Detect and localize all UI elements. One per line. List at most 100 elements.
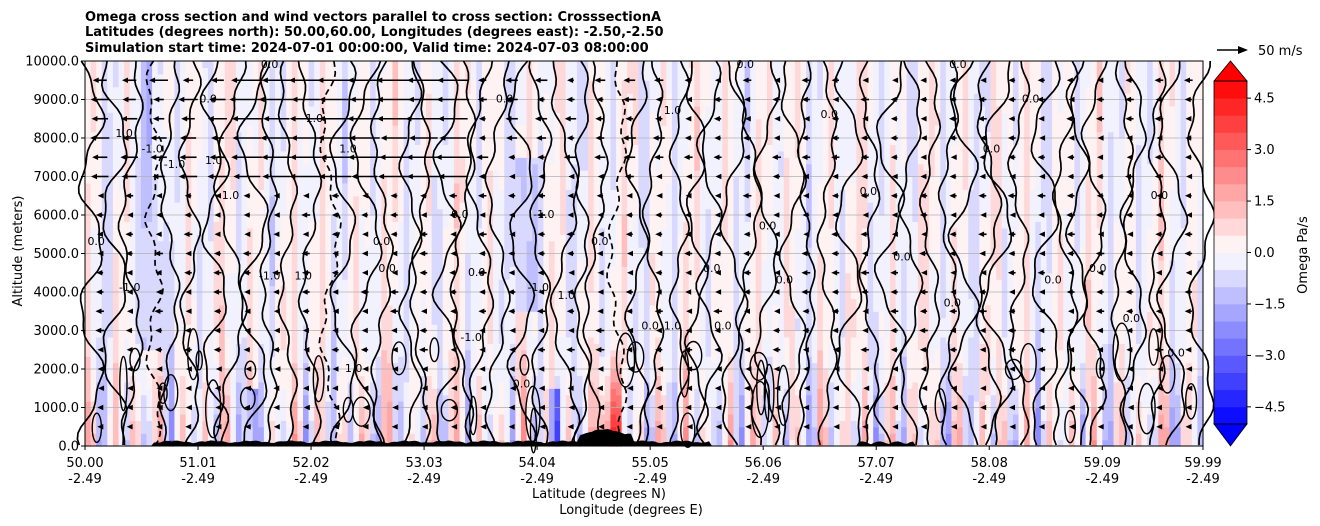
omega-cell [375, 394, 382, 402]
omega-cell [202, 240, 209, 248]
omega-cell [319, 253, 326, 261]
omega-cell [459, 144, 466, 152]
omega-cell [381, 118, 388, 126]
omega-cell [124, 292, 131, 300]
omega-cell [336, 176, 343, 184]
omega-cell [174, 112, 181, 120]
omega-cell [291, 125, 299, 133]
omega-cell [280, 73, 287, 81]
omega-cell [420, 163, 427, 171]
omega-cell [224, 118, 231, 126]
omega-cell [347, 285, 354, 293]
omega-cell [409, 420, 416, 428]
omega-cell [476, 292, 483, 300]
omega-cell [247, 208, 254, 216]
omega-cell [521, 240, 528, 248]
omega-cell [470, 420, 477, 428]
omega-cell [515, 240, 522, 248]
omega-cell [124, 202, 131, 210]
omega-cell [543, 86, 550, 94]
omega-cell [280, 80, 287, 88]
omega-cell [498, 298, 505, 306]
omega-cell [213, 381, 220, 389]
omega-cell [118, 138, 125, 146]
omega-cell [437, 80, 444, 88]
omega-cell [532, 401, 539, 409]
omega-cell [224, 362, 231, 370]
omega-cell [275, 240, 282, 248]
omega-cell [398, 401, 405, 409]
omega-cell [258, 420, 265, 428]
omega-cell [353, 182, 360, 190]
omega-cell [353, 99, 360, 107]
omega-cell [319, 292, 326, 300]
omega-cell [269, 259, 276, 267]
omega-cell [140, 298, 148, 306]
omega-cell [163, 413, 170, 421]
omega-cell [258, 285, 265, 293]
omega-cell [493, 336, 500, 344]
omega-cell [431, 163, 438, 171]
omega-cell [476, 163, 483, 171]
omega-cell [96, 150, 103, 158]
omega-cell [146, 362, 153, 370]
omega-cell [392, 195, 399, 203]
omega-cell [493, 227, 500, 235]
omega-cell [140, 292, 148, 300]
omega-cell [140, 407, 148, 415]
omega-cell [526, 195, 533, 203]
omega-cell [342, 234, 349, 242]
omega-cell [509, 80, 517, 88]
omega-cell [347, 202, 354, 210]
omega-cell [157, 433, 164, 441]
omega-cell [152, 67, 159, 75]
omega-cell [258, 279, 265, 287]
omega-cell [370, 215, 377, 223]
omega-cell [280, 99, 287, 107]
omega-cell [280, 407, 287, 415]
omega-cell [303, 195, 310, 203]
omega-cell [308, 182, 315, 190]
omega-cell [465, 215, 472, 223]
omega-cell [414, 150, 421, 158]
omega-cell [425, 157, 433, 165]
omega-cell [308, 311, 315, 319]
omega-cell [521, 182, 528, 190]
omega-cell [336, 394, 343, 402]
omega-cell [303, 304, 310, 312]
omega-cell [263, 259, 271, 267]
omega-cell [129, 73, 136, 81]
omega-cell [163, 189, 170, 197]
omega-cell [453, 176, 461, 184]
omega-cell [107, 311, 114, 319]
omega-cell [509, 381, 517, 389]
omega-cell [107, 317, 114, 325]
omega-cell [537, 240, 544, 248]
omega-cell [476, 266, 483, 274]
omega-cell [448, 298, 455, 306]
omega-cell [152, 356, 159, 364]
omega-cell [481, 362, 489, 370]
omega-cell [118, 73, 125, 81]
omega-cell [459, 362, 466, 370]
omega-cell [191, 381, 198, 389]
omega-cell [375, 80, 382, 88]
omega-cell [85, 266, 92, 274]
omega-cell [168, 381, 176, 389]
omega-cell [347, 336, 354, 344]
omega-cell [470, 381, 477, 389]
omega-cell [180, 234, 187, 242]
omega-cell [319, 144, 326, 152]
omega-cell [247, 150, 254, 158]
omega-cell [386, 272, 394, 280]
omega-cell [470, 86, 477, 94]
omega-cell [342, 215, 349, 223]
omega-cell [375, 163, 382, 171]
omega-cell [375, 208, 382, 216]
omega-cell [437, 105, 444, 113]
omega-cell [96, 407, 103, 415]
omega-cell [163, 266, 170, 274]
omega-cell [235, 73, 243, 81]
omega-cell [342, 208, 349, 216]
omega-cell [543, 80, 550, 88]
